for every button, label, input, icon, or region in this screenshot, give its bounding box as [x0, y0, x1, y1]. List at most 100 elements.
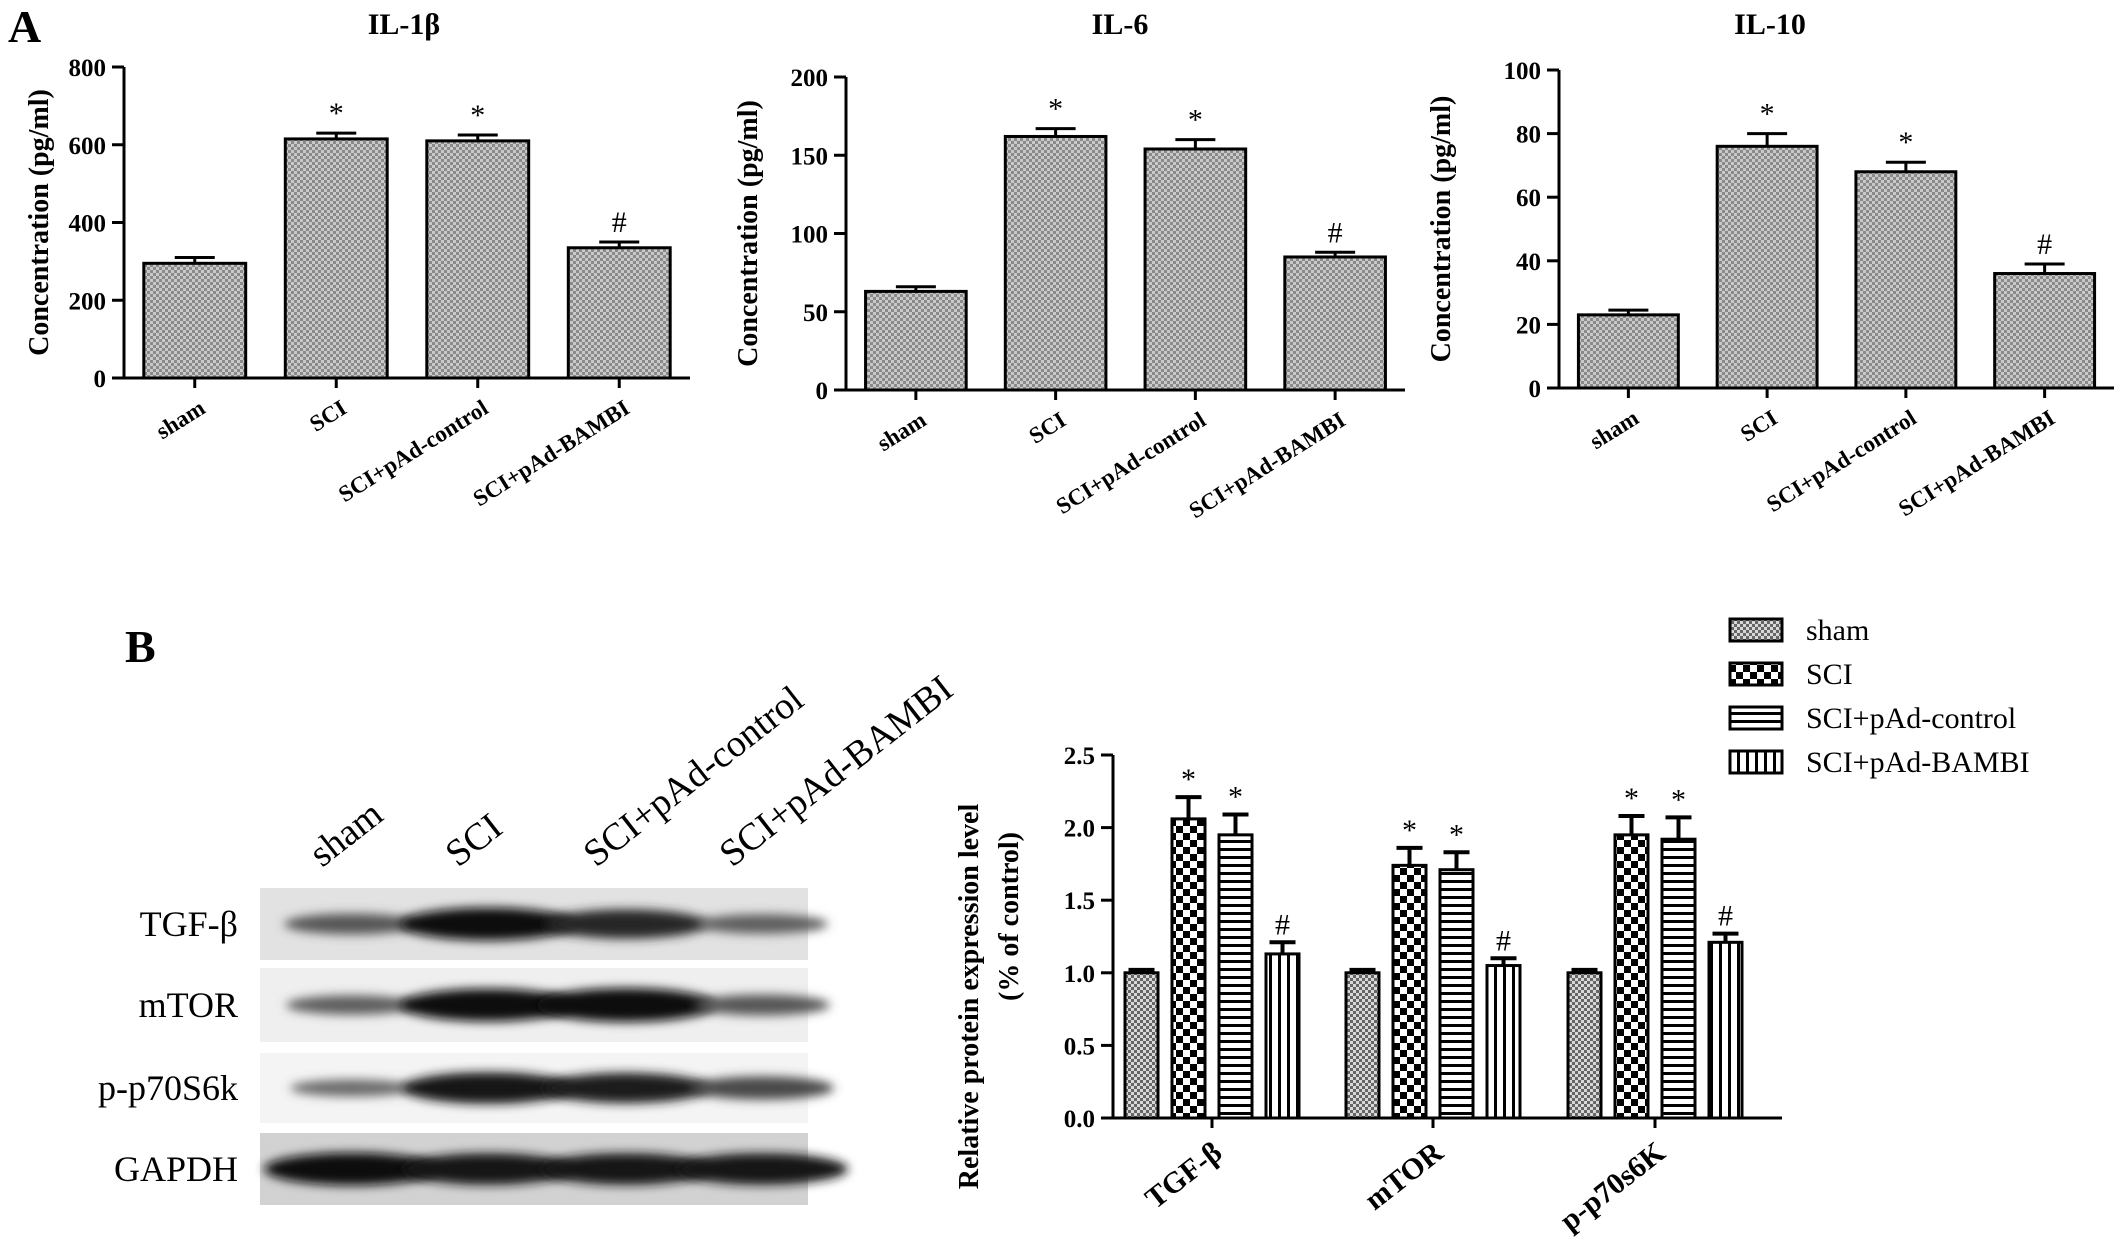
blot-band	[676, 1153, 848, 1185]
blot-lane-label: SCI	[438, 806, 510, 876]
protein-y-tick-label: 2.0	[1064, 816, 1095, 843]
il1b-y-tick-label: 400	[69, 211, 107, 238]
blot-band	[402, 1153, 574, 1185]
il10-category-label: SCI	[1736, 405, 1782, 447]
legend-swatch	[1728, 661, 1784, 687]
blot-band	[400, 907, 576, 941]
il6-category-label: sham	[873, 407, 931, 456]
protein-significance-mark: #	[1718, 900, 1733, 933]
il6-bar	[1003, 134, 1108, 392]
il6-y-tick-label: 200	[791, 65, 829, 92]
il6-y-axis-label: Concentration (pg/ml)	[733, 100, 764, 367]
protein-bar	[1660, 837, 1697, 1120]
il6-significance-mark: *	[1188, 104, 1203, 137]
il1b-bar	[142, 261, 248, 380]
protein-y-axis-label: Relative protein expression level	[954, 804, 985, 1190]
il1b-y-tick-label: 800	[69, 55, 107, 82]
il10-bar	[1576, 313, 1680, 390]
il10-y-axis-label: Concentration (pg/ml)	[1426, 96, 1457, 363]
legend-swatch	[1728, 705, 1784, 731]
il10-category-label: SCI+pAd-BAMBI	[1894, 405, 2059, 521]
il6-bar	[864, 289, 968, 392]
protein-y-tick-label: 0.0	[1064, 1106, 1095, 1133]
il10-y-tick-label: 40	[1516, 249, 1541, 276]
blot-band	[696, 914, 828, 934]
protein-bar	[1344, 971, 1381, 1120]
protein-bar	[1566, 971, 1603, 1120]
il1b-chart: IL-1β Concentration (pg/ml) 0 200 400 600 800 s…	[24, 8, 690, 511]
il1b-category-label: SCI	[305, 395, 351, 437]
il10-significance-mark: *	[1760, 98, 1775, 131]
blot-band	[544, 909, 708, 939]
il6-category-label: SCI+pAd-BAMBI	[1185, 407, 1350, 523]
il10-y-tick-label: 60	[1516, 185, 1541, 212]
legend-swatch	[1728, 617, 1784, 643]
il6-significance-mark: *	[1048, 93, 1063, 126]
il10-bar	[1854, 170, 1958, 390]
protein-significance-mark: #	[1496, 924, 1511, 957]
il1b-y-tick-label: 0	[94, 366, 107, 393]
protein-expression-chart: Relative protein expression level (% of c…	[954, 614, 2030, 1237]
il10-chart-title: IL-10	[1734, 8, 1806, 41]
il1b-significance-mark: #	[612, 206, 627, 239]
blot-band	[542, 1072, 710, 1104]
legend-label: SCI+pAd-BAMBI	[1806, 746, 2030, 779]
blot-band	[264, 1152, 440, 1186]
protein-significance-mark: *	[1624, 782, 1639, 815]
il1b-category-label: SCI+pAd-BAMBI	[469, 395, 634, 511]
il1b-bar	[566, 246, 672, 380]
protein-bar	[1264, 952, 1301, 1120]
il1b-y-axis-label: Concentration (pg/ml)	[24, 89, 55, 356]
legend-label: sham	[1806, 614, 1869, 647]
il10-y-tick-label: 80	[1516, 122, 1541, 149]
il10-y-tick-label: 0	[1529, 376, 1542, 403]
il10-significance-mark: *	[1898, 126, 1913, 159]
il6-chart: IL-6 Concentration (pg/ml) 0 50 100 150 200 sha…	[733, 8, 1405, 523]
il1b-chart-title: IL-1β	[368, 8, 440, 41]
blot-row-label: p-p70S6k	[98, 1068, 238, 1108]
blot-lane-label: sham	[302, 793, 391, 875]
il1b-significance-mark: *	[470, 99, 485, 132]
il6-y-tick-label: 100	[791, 222, 829, 249]
il10-chart: IL-10 Concentration (pg/ml) 0 20 40 60 80 100 sh…	[1426, 8, 2114, 521]
protein-category-label: TGF-β	[1139, 1136, 1228, 1216]
legend-label: SCI+pAd-control	[1806, 702, 2016, 735]
blot-band	[284, 913, 420, 935]
protein-significance-mark: *	[1228, 781, 1243, 814]
legend-label: SCI	[1806, 658, 1853, 691]
protein-significance-mark: *	[1671, 783, 1686, 816]
protein-significance-mark: *	[1181, 763, 1196, 796]
panel-b-label: B	[125, 621, 156, 672]
blot-band	[694, 994, 830, 1016]
blot-band	[540, 1153, 712, 1185]
blot-band	[400, 988, 576, 1022]
blot-band	[402, 1072, 574, 1104]
protein-y-tick-label: 1.5	[1064, 888, 1095, 915]
blot-lane-label: SCI+pAd-BAMBI	[712, 668, 961, 875]
blot-band	[290, 1079, 414, 1097]
il6-y-tick-label: 150	[791, 143, 829, 170]
il6-bar	[1143, 147, 1248, 392]
il6-y-tick-label: 0	[816, 378, 829, 405]
panel-a-label: A	[8, 1, 41, 52]
protein-y-axis-sublabel: (% of control)	[994, 832, 1025, 1001]
protein-significance-mark: *	[1402, 814, 1417, 847]
il1b-bar	[283, 137, 389, 380]
il1b-significance-mark: *	[329, 97, 344, 130]
blot-band	[690, 1076, 834, 1100]
protein-bar	[1707, 940, 1744, 1120]
blot-row-label: TGF-β	[140, 904, 238, 944]
protein-bar	[1123, 971, 1160, 1120]
il6-significance-mark: #	[1328, 216, 1343, 249]
protein-bar	[1438, 868, 1475, 1120]
il6-bar	[1283, 255, 1387, 392]
il10-bar	[1993, 272, 2097, 390]
il1b-y-tick-label: 600	[69, 133, 107, 160]
protein-bar	[1613, 833, 1650, 1120]
protein-y-tick-label: 2.5	[1064, 743, 1095, 770]
blot-band	[536, 988, 716, 1022]
legend-swatch	[1728, 749, 1784, 775]
protein-y-tick-label: 0.5	[1064, 1033, 1095, 1060]
